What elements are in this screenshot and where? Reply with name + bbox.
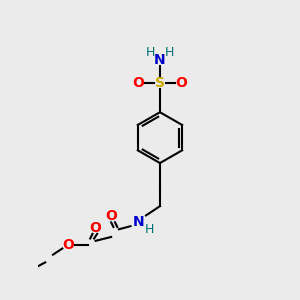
- Text: O: O: [132, 76, 144, 90]
- Text: O: O: [63, 238, 74, 252]
- Text: S: S: [155, 76, 165, 90]
- Text: O: O: [176, 76, 188, 90]
- Text: O: O: [90, 221, 102, 235]
- Text: N: N: [154, 53, 166, 67]
- Text: H: H: [165, 46, 174, 59]
- Text: H: H: [144, 223, 154, 236]
- Text: H: H: [146, 46, 155, 59]
- Text: N: N: [132, 214, 144, 229]
- Text: O: O: [105, 209, 117, 223]
